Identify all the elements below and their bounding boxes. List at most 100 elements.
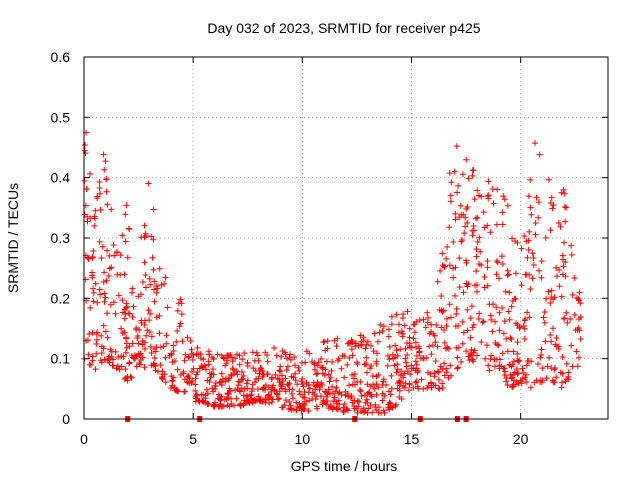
- data-point: [508, 303, 515, 310]
- data-point: [574, 363, 581, 370]
- data-point: [110, 299, 117, 306]
- data-point: [459, 171, 466, 178]
- data-point: [223, 360, 230, 367]
- data-point: [81, 141, 88, 148]
- data-point: [126, 359, 133, 366]
- data-point: [110, 362, 117, 369]
- data-point: [507, 334, 514, 341]
- data-point: [324, 337, 331, 344]
- data-point: [444, 243, 451, 250]
- data-points: [81, 129, 584, 416]
- data-point: [147, 310, 154, 317]
- data-point: [235, 382, 242, 389]
- data-point: [185, 379, 192, 386]
- data-point: [218, 382, 225, 389]
- data-point: [333, 398, 340, 405]
- data-point: [232, 387, 239, 394]
- data-point: [156, 330, 163, 337]
- data-point: [493, 271, 500, 278]
- data-point: [459, 318, 466, 325]
- data-point: [81, 147, 88, 154]
- data-point: [485, 178, 492, 185]
- data-point: [202, 395, 209, 402]
- data-point: [461, 230, 468, 237]
- data-point: [193, 391, 200, 398]
- x-tick-label: 10: [295, 431, 311, 447]
- data-point: [454, 365, 461, 372]
- data-point: [416, 345, 423, 352]
- data-point: [104, 334, 111, 341]
- data-point: [326, 378, 333, 385]
- data-point: [438, 324, 445, 331]
- data-point: [526, 314, 533, 321]
- data-point: [499, 209, 506, 216]
- data-point: [94, 299, 101, 306]
- data-point: [532, 231, 539, 238]
- data-point: [180, 368, 187, 375]
- data-point: [203, 386, 210, 393]
- data-point: [238, 376, 245, 383]
- data-point: [411, 329, 418, 336]
- data-point: [296, 388, 303, 395]
- data-point: [244, 359, 251, 366]
- data-point: [573, 295, 580, 302]
- data-point: [212, 383, 219, 390]
- data-point: [319, 381, 326, 388]
- data-point: [516, 357, 523, 364]
- data-point: [389, 404, 396, 411]
- data-point: [525, 237, 532, 244]
- data-point: [154, 285, 161, 292]
- data-point: [393, 369, 400, 376]
- data-point: [462, 223, 469, 230]
- data-point: [532, 140, 539, 147]
- data-point: [282, 375, 289, 382]
- data-point: [254, 386, 261, 393]
- data-point: [85, 255, 92, 262]
- data-point: [563, 360, 570, 367]
- data-point: [496, 275, 503, 282]
- data-point: [548, 287, 555, 294]
- data-point: [158, 281, 165, 288]
- data-point: [446, 301, 453, 308]
- data-point: [170, 347, 177, 354]
- data-point: [488, 352, 495, 359]
- data-point: [92, 366, 99, 373]
- data-point: [521, 325, 528, 332]
- data-point: [373, 360, 380, 367]
- data-point: [224, 402, 231, 409]
- data-point: [500, 193, 507, 200]
- data-point: [194, 369, 201, 376]
- data-point: [394, 352, 401, 359]
- data-point: [538, 274, 545, 281]
- data-point: [454, 354, 461, 361]
- data-point: [473, 215, 480, 222]
- data-point: [484, 264, 491, 271]
- data-point: [479, 319, 486, 326]
- data-point: [469, 167, 476, 174]
- data-point: [220, 403, 227, 410]
- data-point: [199, 363, 206, 370]
- data-point: [439, 308, 446, 315]
- data-point: [422, 324, 429, 331]
- data-point: [443, 369, 450, 376]
- data-point: [562, 273, 569, 280]
- data-point: [370, 348, 377, 355]
- data-point: [344, 340, 351, 347]
- data-point: [474, 352, 481, 359]
- data-point: [546, 354, 553, 361]
- data-point: [282, 397, 289, 404]
- data-point: [273, 390, 280, 397]
- data-point: [476, 234, 483, 241]
- data-point: [568, 251, 575, 258]
- data-point: [239, 375, 246, 382]
- data-point: [392, 342, 399, 349]
- data-point: [341, 401, 348, 408]
- data-point: [327, 390, 334, 397]
- data-point: [192, 375, 199, 382]
- data-point: [473, 282, 480, 289]
- data-point: [371, 385, 378, 392]
- data-point: [446, 224, 453, 231]
- data-point: [417, 355, 424, 362]
- y-tick-label: 0.3: [51, 230, 71, 246]
